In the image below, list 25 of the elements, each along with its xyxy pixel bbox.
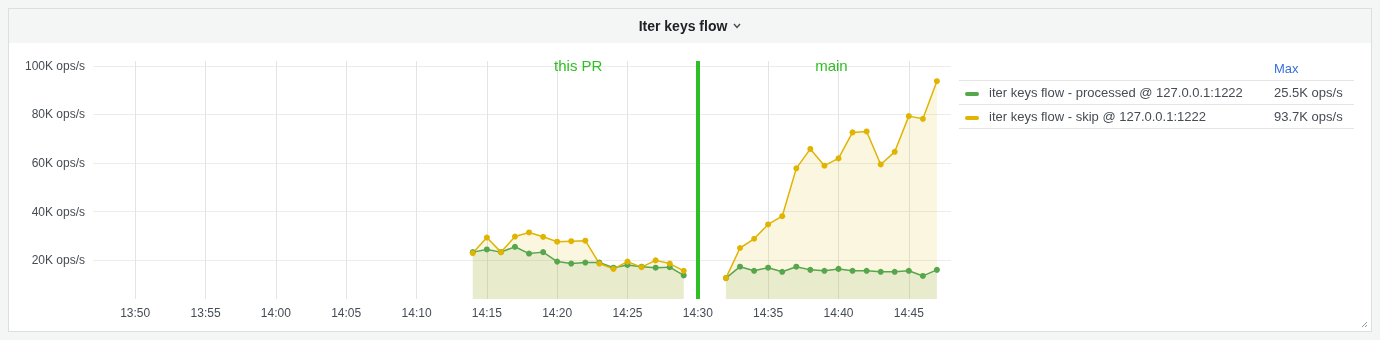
x-tick-label: 13:55 <box>190 306 221 320</box>
legend-label: iter keys flow - skip @ 127.0.0.1:1222 <box>989 109 1206 124</box>
legend-label: iter keys flow - processed @ 127.0.0.1:1222 <box>989 85 1243 100</box>
x-tick-label: 13:50 <box>120 306 151 320</box>
x-tick-label: 14:10 <box>401 306 432 320</box>
text: 25.5K ops/s <box>1273 84 1344 102</box>
x-tick-label: 14:15 <box>471 306 503 320</box>
x-tick-label: 14:20 <box>542 306 573 320</box>
x-tick-label: 14:30 <box>682 306 714 320</box>
chart-title: Iter keys flow <box>638 18 728 34</box>
y-tick-label: 40K ops/s <box>31 204 85 219</box>
x-tick-label: 14:40 <box>823 306 854 320</box>
y-tick-label: 20K ops/s <box>31 253 85 268</box>
annotation: this PR <box>554 56 603 74</box>
x-tick-label: 14:00 <box>260 306 292 320</box>
y-tick-label: 60K ops/s <box>31 156 85 170</box>
text: 93.7K ops/s <box>1273 108 1344 126</box>
x-tick-label: 14:05 <box>331 306 362 320</box>
y-tick-label: 100K ops/s <box>24 58 85 73</box>
x-tick-label: 14:35 <box>753 306 784 320</box>
annotation: main <box>815 56 848 74</box>
x-tick-label: 14:25 <box>612 306 643 320</box>
legend-title: Max <box>1273 60 1300 78</box>
x-tick-label: 14:45 <box>893 306 925 320</box>
y-tick-label: 80K ops/s <box>31 107 85 122</box>
